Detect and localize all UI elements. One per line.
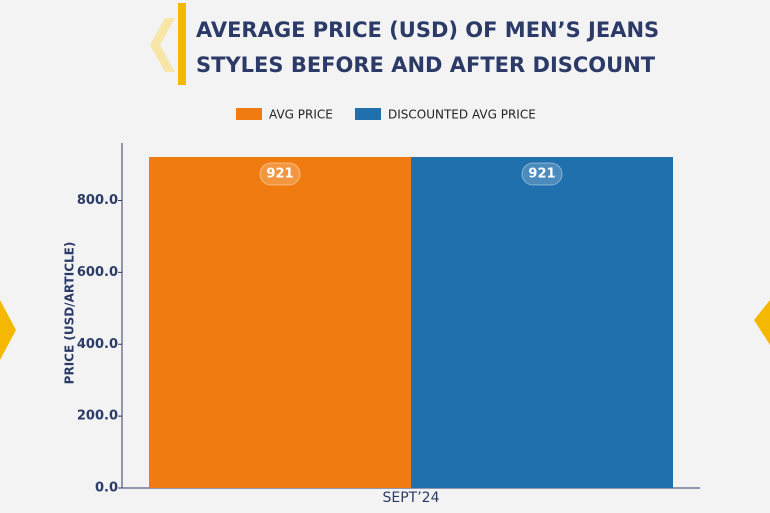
y-tick-label: 0.0 xyxy=(95,481,118,496)
decor xyxy=(0,300,16,360)
title-accent xyxy=(178,3,186,85)
y-axis-label: PRICE (USD/ARTICLE) xyxy=(63,242,77,385)
data-label: 921 xyxy=(266,167,293,182)
decor xyxy=(150,18,175,72)
y-tick-label: 800.0 xyxy=(77,193,118,208)
legend-label: AVG PRICE xyxy=(269,108,333,122)
chart-title: STYLES BEFORE AND AFTER DISCOUNT xyxy=(196,53,656,77)
legend-label: DISCOUNTED AVG PRICE xyxy=(388,108,536,122)
decor xyxy=(754,300,770,345)
y-tick-label: 600.0 xyxy=(77,265,118,280)
data-label: 921 xyxy=(528,167,555,182)
bar xyxy=(148,157,411,488)
bar xyxy=(411,157,674,488)
legend-swatch xyxy=(355,108,381,120)
data-label-box xyxy=(259,162,301,186)
chart-title: AVERAGE PRICE (USD) OF MEN’S JEANS xyxy=(196,18,659,42)
x-tick-label: SEPT’24 xyxy=(383,490,440,506)
y-tick-label: 400.0 xyxy=(77,337,118,352)
legend-swatch xyxy=(236,108,262,120)
y-tick-label: 200.0 xyxy=(77,409,118,424)
data-label-box xyxy=(521,162,563,186)
